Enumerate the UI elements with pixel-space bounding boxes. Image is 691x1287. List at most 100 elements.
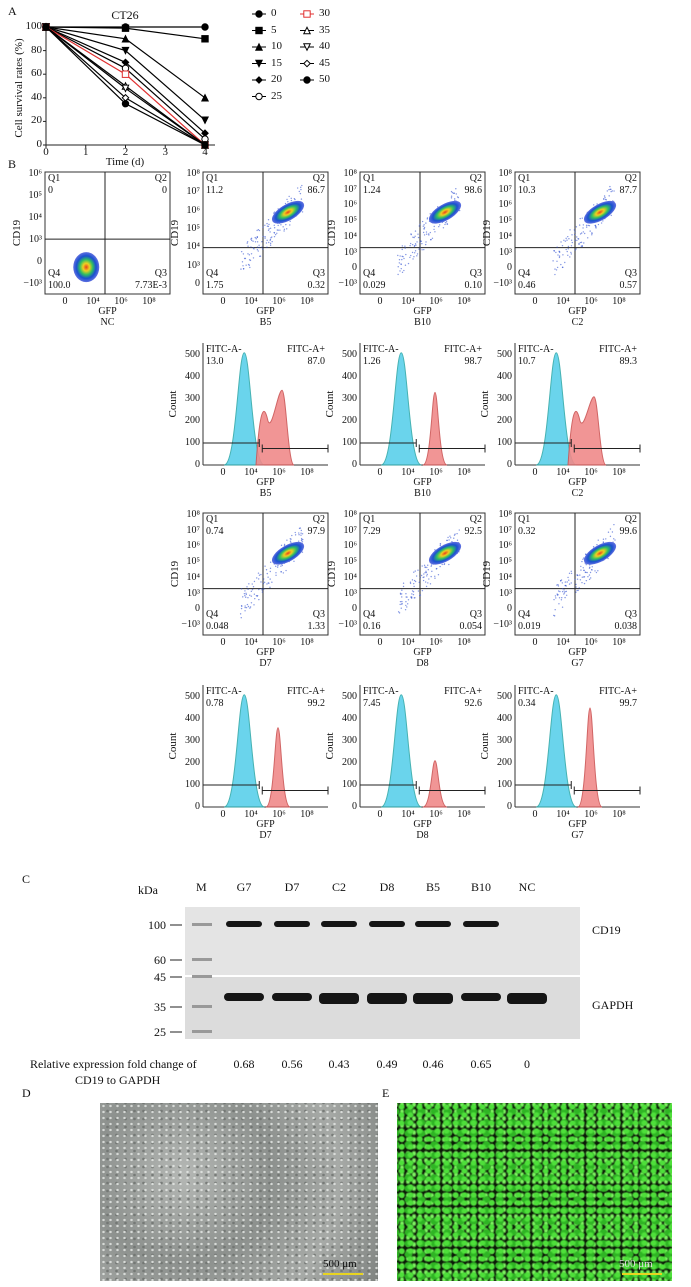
event-dot — [434, 231, 436, 233]
event-dot — [294, 534, 297, 536]
x-tick-label: 10⁴ — [401, 467, 415, 478]
event-dot — [606, 190, 609, 192]
x-axis-label: GFP — [568, 819, 587, 830]
event-dot — [576, 236, 578, 238]
negative-gate — [360, 781, 417, 789]
event-dot — [584, 571, 587, 573]
event-dot — [250, 239, 253, 242]
negative-gate — [515, 781, 572, 789]
data-point-0 — [201, 23, 209, 31]
scatter-plot-C2 — [514, 171, 641, 295]
x-tick-label: 10⁶ — [272, 809, 286, 820]
marker-lane-label: M — [196, 880, 207, 894]
q4-value: 0.16 — [363, 621, 381, 632]
event-dot — [417, 569, 419, 571]
event-dot — [603, 195, 606, 197]
y-tick-label: 0 — [507, 459, 512, 470]
event-dot — [300, 186, 302, 189]
event-dot — [579, 217, 581, 220]
event-dot — [422, 225, 424, 227]
event-dot — [574, 233, 576, 236]
x-tick-label: 4 — [202, 146, 208, 158]
event-dot — [574, 239, 577, 241]
event-dot — [276, 566, 279, 568]
y-tick-label: 0 — [352, 603, 357, 615]
event-dot — [581, 576, 584, 578]
y-axis-label: CD19 — [169, 560, 181, 588]
event-dot — [558, 256, 561, 259]
event-dot — [281, 564, 283, 567]
event-dot — [401, 258, 403, 261]
event-dot — [556, 266, 559, 269]
event-dot — [427, 564, 429, 566]
event-dot — [268, 223, 270, 226]
event-dot — [564, 261, 566, 264]
y-tick-label: 10⁶ — [28, 168, 43, 179]
x-tick-label: 10⁶ — [429, 467, 443, 478]
q3-label: Q3 — [154, 268, 167, 279]
sample-name: B5 — [259, 488, 272, 499]
event-dot — [266, 222, 268, 225]
y-tick-label: 10⁸ — [343, 509, 358, 520]
event-dot — [280, 224, 282, 226]
y-axis-label: Cell survival rates (%) — [13, 38, 25, 138]
x-tick-label: 10⁸ — [612, 637, 626, 648]
event-dot — [290, 197, 292, 200]
y-tick-label: 500 — [185, 349, 200, 360]
event-dot — [285, 228, 288, 230]
event-dot — [583, 557, 585, 559]
q1-label: Q1 — [48, 173, 61, 184]
event-dot — [557, 254, 559, 256]
event-dot — [399, 270, 401, 272]
event-dot — [425, 233, 428, 235]
event-dot — [610, 214, 612, 217]
legend-label-30: 30 — [319, 7, 330, 19]
x-axis-label: GFP — [413, 647, 432, 658]
event-dot — [398, 612, 401, 614]
event-dot — [283, 543, 286, 546]
event-dot — [452, 192, 455, 195]
event-dot — [267, 576, 269, 578]
lane-label-B5: B5 — [425, 880, 441, 894]
event-dot — [597, 223, 600, 226]
y-tick-label: 100 — [25, 20, 43, 32]
fold-value: 0.49 — [376, 1057, 398, 1071]
event-dot — [570, 239, 573, 241]
x-tick-label: 0 — [220, 296, 226, 307]
event-dot — [269, 561, 272, 563]
y-tick-label: 400 — [342, 713, 357, 724]
event-dot — [425, 241, 427, 243]
event-dot — [417, 233, 419, 235]
event-dot — [416, 253, 419, 255]
event-dot — [553, 598, 555, 601]
event-dot — [414, 230, 417, 232]
event-dot — [285, 569, 287, 572]
event-dot — [256, 229, 258, 232]
gate-pos-value: 99.2 — [307, 698, 326, 709]
x-tick-label: 0 — [62, 296, 68, 307]
event-dot — [571, 234, 573, 236]
event-dot — [248, 259, 251, 261]
event-dot — [587, 237, 589, 239]
x-tick-label: 10⁸ — [142, 296, 156, 307]
event-dot — [570, 253, 573, 255]
y-tick-label: 0 — [195, 278, 200, 289]
event-dot — [406, 603, 409, 605]
scatter-plot-NC — [44, 171, 171, 295]
event-dot — [428, 234, 430, 236]
event-dot — [428, 233, 430, 235]
x-tick-label: 10⁸ — [300, 467, 314, 478]
x-tick-label: 10⁴ — [556, 467, 570, 478]
y-tick-label: 300 — [497, 735, 512, 746]
event-dot — [251, 583, 253, 585]
x-axis-label: GFP — [256, 647, 275, 658]
event-dot — [397, 273, 399, 276]
x-axis-label: GFP — [256, 819, 275, 830]
legend-marker-5 — [255, 26, 263, 35]
event-dot — [255, 238, 257, 240]
gate-neg-value: 0.78 — [206, 698, 224, 709]
event-dot — [266, 225, 269, 227]
event-dot — [561, 590, 564, 593]
scatter-plot-B10 — [359, 171, 486, 295]
